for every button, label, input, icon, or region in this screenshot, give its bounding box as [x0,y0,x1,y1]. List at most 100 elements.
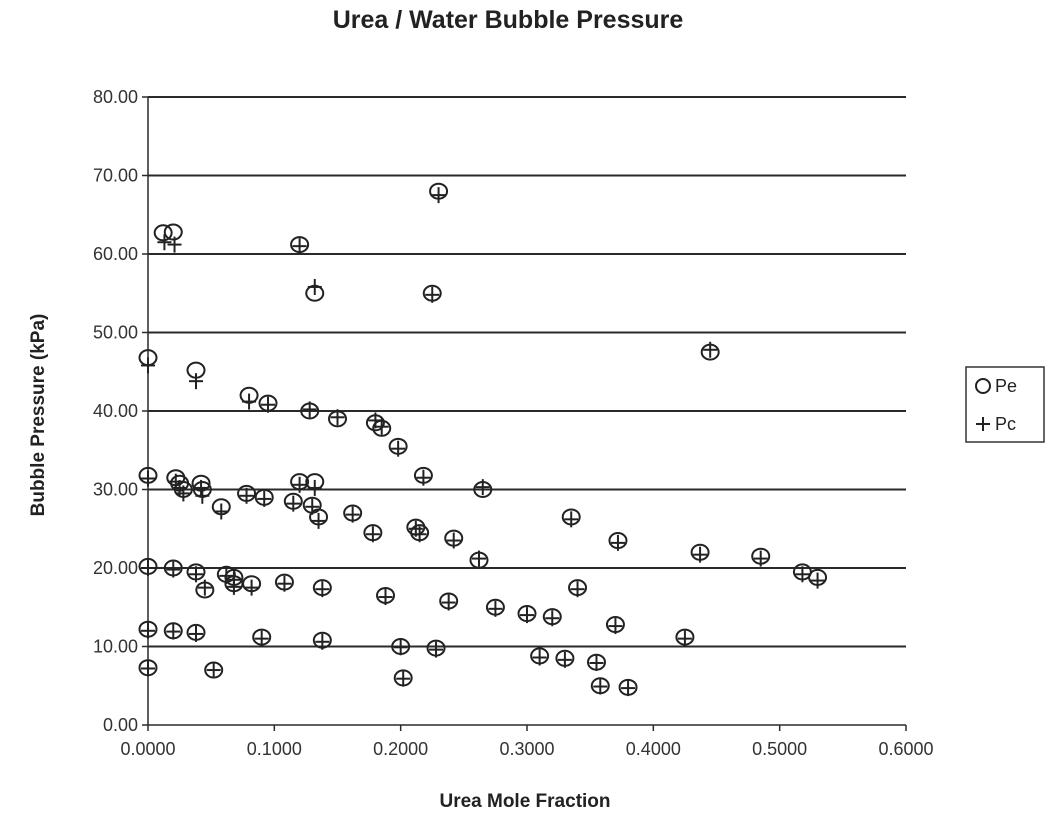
y-tick-label: 80.00 [93,87,138,107]
y-tick-label: 30.00 [93,480,138,500]
pc-point-7 [166,561,181,578]
pc-point-72 [693,546,708,563]
pc-point-68 [608,618,623,635]
y-tick-label: 70.00 [93,166,138,186]
pc-point-0 [141,357,155,374]
pc-point-46 [391,440,406,457]
pc-point-34 [305,498,320,515]
pc-point-65 [570,581,585,598]
pc-point-55 [441,594,456,611]
pc-point-27 [257,490,272,507]
pc-point-59 [488,600,503,617]
pc-point-54 [431,187,446,204]
pe-point-6 [163,223,183,241]
pc-point-66 [589,654,604,671]
legend-pe-marker [975,378,991,394]
pc-point-22 [226,578,241,595]
legend-pc-label: Pc [995,414,1016,434]
pc-point-60 [520,607,534,624]
x-tick-label: 0.5000 [752,739,807,759]
pe-point-5 [153,224,173,242]
pc-point-41 [345,506,360,523]
pc-point-36 [307,278,322,295]
pc-point-16 [195,487,210,504]
pc-point-73 [703,341,718,358]
y-tick-labels: 0.00 10.00 20.00 30.00 40.00 50.00 60.00 70.00 8… [93,87,138,735]
pc-point-47 [393,639,408,656]
pc-point-5 [157,234,172,251]
pc-point-61 [532,649,547,666]
pc-point-39 [315,633,330,650]
pc-point-56 [446,532,461,549]
gridlines [148,96,906,648]
pc-point-26 [254,630,269,647]
pc-point-38 [315,581,330,598]
y-tick-label: 0.00 [103,715,138,735]
pc-point-37 [311,512,326,529]
pc-point-67 [593,678,608,695]
pc-point-44 [374,418,389,435]
pc-point-20 [219,567,234,584]
y-tick-label: 40.00 [93,401,138,421]
pc-point-17 [197,579,212,596]
pc-point-24 [242,393,257,410]
pc-point-29 [277,575,292,592]
pc-point-14 [189,625,204,642]
pc-point-74 [753,550,768,567]
x-tick-label: 0.1000 [247,739,302,759]
series-pc [141,187,825,697]
legend: Pe Pc [965,366,1045,443]
pc-point-2 [141,560,155,576]
series-pe [138,182,828,696]
pc-point-63 [557,651,572,668]
x-tick-label: 0.4000 [626,739,681,759]
pc-point-35 [307,479,322,496]
pc-point-18 [206,662,221,679]
pc-point-76 [810,572,825,589]
x-tick-label: 0.6000 [878,739,933,759]
legend-pe-label: Pe [995,376,1017,396]
y-axis-label: Bubble Pressure (kPa) [28,314,49,517]
pc-point-71 [677,630,692,647]
pc-point-32 [292,238,307,255]
pc-point-42 [365,526,380,543]
pc-point-58 [475,479,490,496]
pc-point-15 [194,479,209,496]
pc-point-8 [166,623,181,640]
pc-point-53 [429,641,444,658]
pc-point-30 [286,495,301,512]
pc-point-50 [412,526,427,543]
pc-point-13 [189,566,204,583]
y-tick-label: 10.00 [93,637,138,657]
legend-pc-marker [976,417,990,431]
x-tick-label: 0.2000 [373,739,428,759]
pc-point-48 [396,670,411,687]
pc-point-45 [378,589,393,606]
pc-point-1 [141,470,155,487]
pc-point-28 [261,396,276,413]
pc-point-33 [302,401,317,418]
pc-point-75 [795,566,810,583]
pc-point-3 [141,622,155,639]
chart-title: Urea / Water Bubble Pressure [333,6,684,34]
x-tick-label: 0.3000 [499,739,554,759]
x-axis-label: Urea Mole Fraction [439,791,610,812]
pc-point-69 [610,534,625,551]
pc-point-57 [471,550,486,567]
pc-point-23 [239,487,254,504]
axes [142,96,907,731]
x-tick-label: 0.0000 [120,739,175,759]
y-tick-label: 50.00 [93,323,138,343]
y-tick-label: 60.00 [93,244,138,264]
pc-point-40 [330,409,345,426]
pc-point-11 [176,485,191,502]
x-tick-labels: 0.0000 0.1000 0.2000 0.3000 0.4000 0.5000 0.60… [120,739,933,759]
pc-point-62 [545,610,560,627]
pc-point-4 [141,660,155,677]
pc-point-31 [292,476,307,493]
pc-point-51 [416,469,431,486]
pc-point-70 [621,680,636,697]
pc-point-64 [564,511,579,528]
pc-point-52 [425,286,440,303]
